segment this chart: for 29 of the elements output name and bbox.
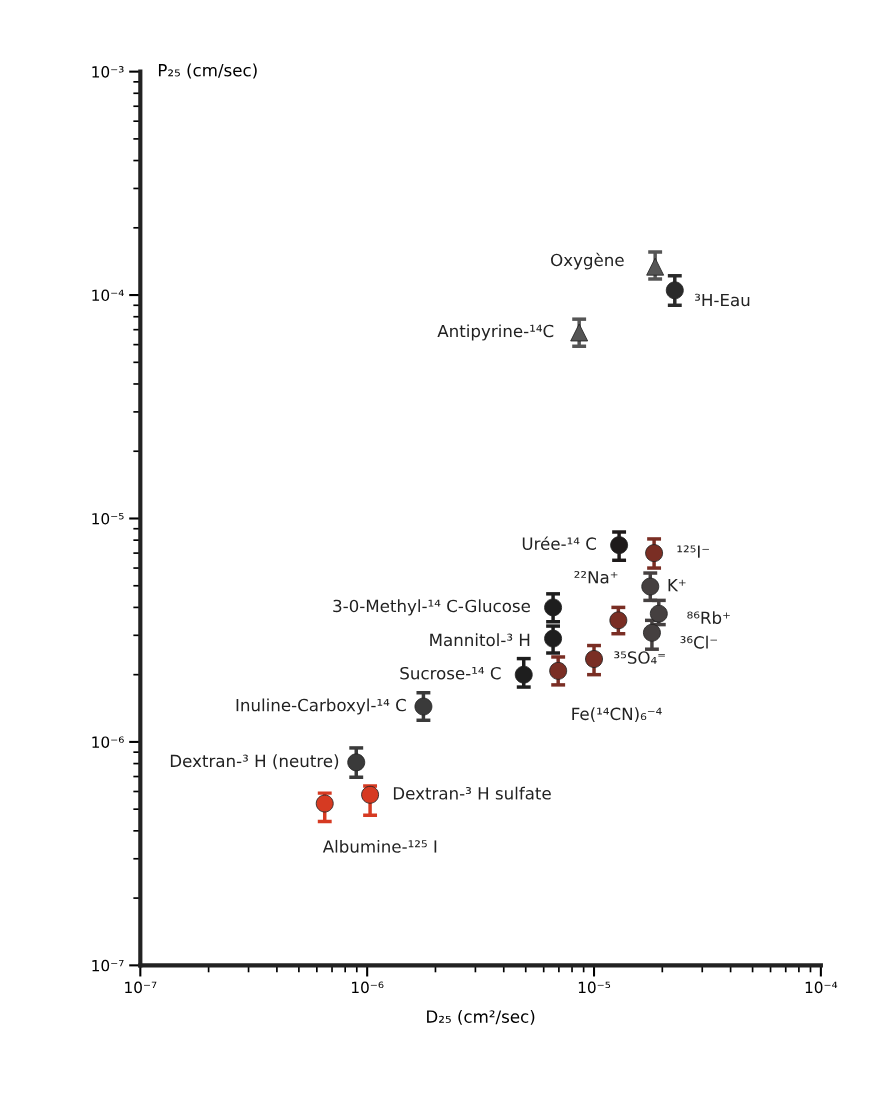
annotation: Dextran-³ H (neutre) <box>170 754 339 770</box>
annotation: Sucrose-¹⁴ C <box>400 666 501 680</box>
annotation: Urée-¹⁴ C <box>522 536 596 550</box>
annotation: 3-0-Methyl-¹⁴ C-Glucose <box>333 599 530 616</box>
x-tick-label: 10⁻⁵ <box>578 981 611 994</box>
x-tick-label: 10⁻⁷ <box>125 981 157 994</box>
y-axis-title: P₂₅ (cm/sec) <box>158 63 257 79</box>
annotation: Mannitol-³ H <box>430 633 530 647</box>
annotation: Inuline-Carboxyl-¹⁴ C <box>236 698 406 715</box>
y-tick-label: 10⁻³ <box>92 66 124 78</box>
annotation: K⁺ <box>668 578 686 592</box>
y-tick-label: 10⁻⁶ <box>92 736 124 748</box>
annotation: Fe(¹⁴CN)₆⁻⁴ <box>572 707 662 723</box>
annotation: ³⁶Cl⁻ <box>680 635 718 649</box>
x-tick-label: 10⁻⁴ <box>805 981 838 994</box>
annotation: ²²Na⁺ <box>574 570 618 584</box>
y-tick-label: 10⁻⁷ <box>92 959 124 972</box>
annotation: Oxygène <box>551 252 624 270</box>
annotation: Dextran-³ H sulfate <box>393 786 551 800</box>
x-tick-label: 10⁻⁶ <box>352 981 384 994</box>
annotation: ³H-Eau <box>695 293 750 307</box>
y-tick-label: 10⁻⁴ <box>92 289 124 302</box>
annotation: Antipyrine-¹⁴C <box>437 324 554 341</box>
annotation: ³⁵SO₄⁼ <box>614 651 665 664</box>
x-axis-title: D₂₅ (cm²/sec) <box>427 1010 535 1025</box>
annotation: ¹²⁵I⁻ <box>677 545 709 558</box>
annotation: ⁸⁶Rb⁺ <box>687 611 730 625</box>
y-tick-label: 10⁻⁵ <box>92 512 124 525</box>
annotation: Albumine-¹²⁵ I <box>322 839 437 853</box>
